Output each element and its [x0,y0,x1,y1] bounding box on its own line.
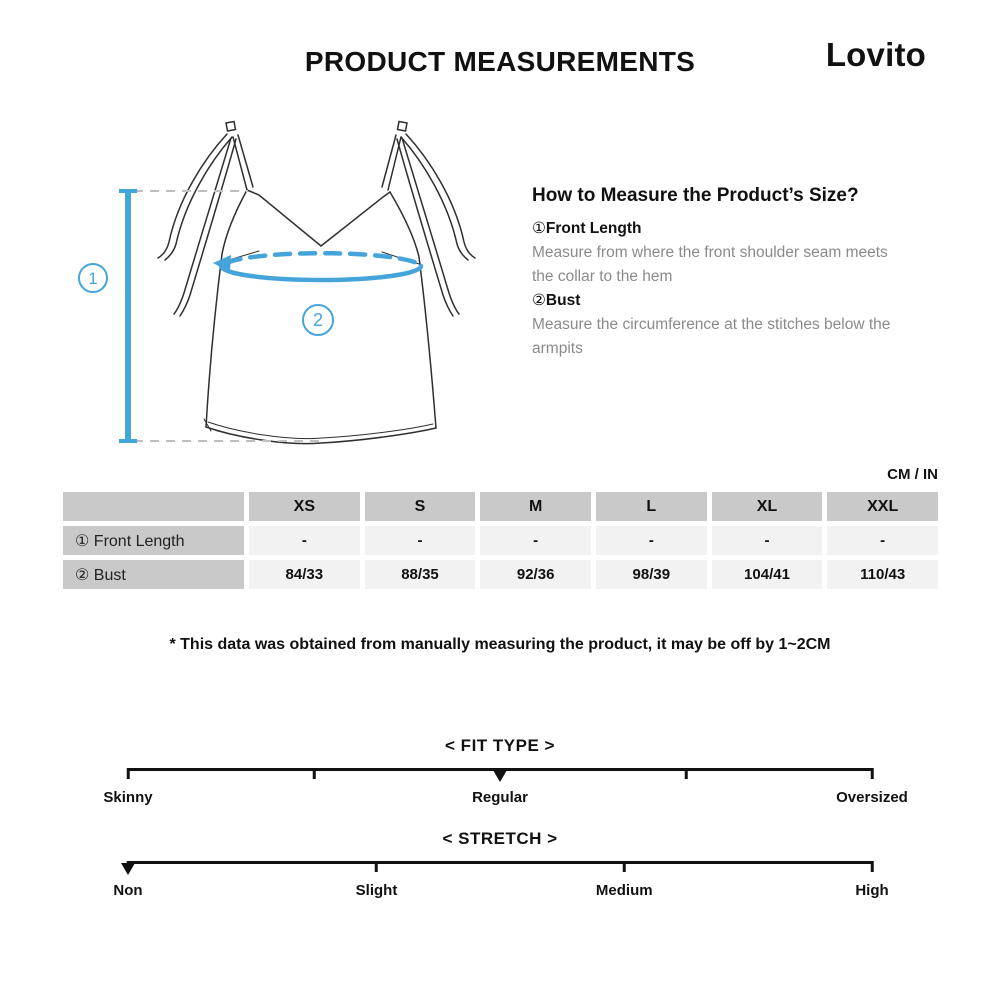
brand-logo: Lovito [825,36,926,73]
row-label-1: ① Front Length [63,526,244,555]
fit-type-scale: < FIT TYPE > Skinny Regular Oversized [0,736,1000,814]
measure-item-name-2: ②Bust [532,289,962,313]
fit-type-title: < FIT TYPE > [445,736,555,755]
measure-item-description: Measure from where the front shoulder se… [532,244,888,285]
scale-marker-icon [493,770,507,782]
how-to-items: ①Front Length Measure from where the fron… [532,217,962,361]
table-value-cell: 88/35 [364,560,476,589]
table-value-cell: - [480,526,591,555]
measure-item-number: ② [532,292,546,309]
bust-marker-label: 2 [313,310,323,330]
row-label-2: ② Bust [63,560,244,589]
table-value-cell: 98/39 [595,560,707,589]
scale-tick [870,768,874,779]
column-header-xs: XS [249,492,360,521]
stretch-title: < STRETCH > [442,829,558,848]
column-header-xl: XL [711,492,823,521]
table-value-cell: 110/43 [827,560,938,589]
table-value-cell: - [364,526,476,555]
measure-item-description: Measure the circumference at the stitche… [532,316,891,357]
scale-label-medium: Medium [595,882,653,899]
unit-label: CM / IN [887,466,938,483]
front-length-marker-label: 1 [88,269,97,288]
stretch-scale: < STRETCH > Non Slight Medium High [0,829,1000,907]
table-corner-cell [63,492,244,521]
table-value-cell: - [711,526,823,555]
scale-label-oversized: Oversized [836,789,908,806]
bust-measure-ellipse [218,250,424,283]
scale-line [128,861,872,864]
scale-tick [375,861,378,872]
left-knot [225,120,237,132]
measure-item-name-1: ①Front Length [532,217,962,241]
scale-label-slight: Slight [355,882,398,899]
scale-label-non: Non [113,882,143,899]
column-header-s: S [364,492,476,521]
scale-tick [126,768,130,779]
table-value-cell: - [827,526,938,555]
page-title: PRODUCT MEASUREMENTS [304,46,696,77]
scale-tick [312,768,316,779]
column-header-l: L [595,492,707,521]
front-length-marker [78,263,108,293]
stretch-track: Non Slight Medium High [113,861,889,907]
scale-label-regular: Regular [472,789,528,806]
measure-item-number: ① [532,220,546,237]
right-knot [396,120,408,132]
scale-tick [870,861,874,872]
size-table: XS S M L XL XXL ① Front Length - - - - - - ② Bust 84/3… [63,492,938,589]
bust-marker [302,304,334,336]
camisole-drawing [157,120,476,445]
guide-dashes [134,190,320,442]
table-value-cell: - [595,526,707,555]
measure-item-title: Front Length [545,220,642,237]
scale-tick [622,861,626,872]
how-to-measure-section: How to Measure the Product’s Size? ①Fron… [532,184,962,361]
disclaimer-text: * This data was obtained from manually m… [169,636,831,653]
length-measure-line [119,189,137,443]
measure-item-title: Bust [545,292,581,309]
how-to-heading: How to Measure the Product’s Size? [532,185,859,206]
table-value-cell: 92/36 [480,560,591,589]
table-value-cell: 104/41 [711,560,823,589]
column-header-m: M [480,492,591,521]
scale-label-high: High [855,882,889,899]
scale-marker-icon [121,863,135,875]
scale-tick [684,768,688,779]
column-header-xxl: XXL [827,492,938,521]
table-value-cell: - [249,526,360,555]
scale-label-skinny: Skinny [103,789,153,806]
bust-arrow-icon [213,255,231,272]
fit-type-track: Skinny Regular Oversized [103,768,908,814]
garment-diagram: 1 2 [78,120,476,445]
table-value-cell: 84/33 [249,560,360,589]
